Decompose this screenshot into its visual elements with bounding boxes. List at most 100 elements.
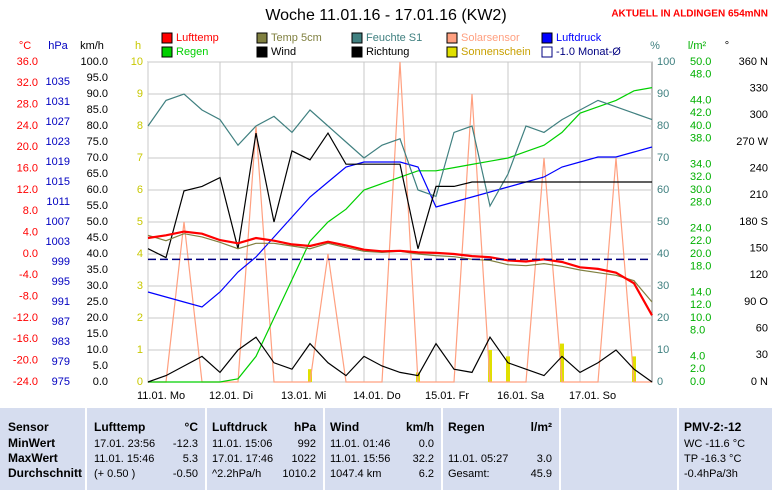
legend-label: Feuchte S1 — [366, 32, 422, 44]
y-tick-label: 8.0 — [23, 205, 38, 217]
x-tick-label: 15.01. Fr — [425, 390, 469, 402]
y-tick-label: 16.0 — [17, 163, 38, 175]
table-cell: Gesamt: — [448, 468, 490, 480]
table-cell: 0.0 — [419, 438, 434, 450]
legend-label: Solarsensor — [461, 32, 520, 44]
y-tick-label: 1015 — [46, 176, 70, 188]
y-tick-label: 90.0 — [87, 88, 108, 100]
table-cell: -12.3 — [173, 438, 198, 450]
y-tick-label: 5 — [137, 216, 143, 228]
legend-label: Regen — [176, 46, 208, 58]
table-cell: 17.01. 17:46 — [212, 453, 273, 465]
y-tick-label: 55.0 — [87, 200, 108, 212]
y-tick-label: 75.0 — [87, 136, 108, 148]
y-tick-label: 120 — [750, 269, 768, 281]
y-tick-label: 30.0 — [690, 184, 711, 196]
row-label: MaxWert — [8, 451, 58, 465]
y-tick-label: -12.0 — [13, 312, 38, 324]
sunshine-bar — [308, 369, 312, 382]
y-tick-label: 35.0 — [87, 264, 108, 276]
y-tick-label: 240 — [750, 163, 768, 175]
legend-label: Temp 5cm — [271, 32, 322, 44]
y-tick-label: 1031 — [46, 96, 70, 108]
table-background — [0, 408, 772, 490]
y-tick-label: 1 — [137, 344, 143, 356]
table-cell: 3.0 — [537, 453, 552, 465]
y-tick-label: 12.0 — [17, 184, 38, 196]
y-tick-label: -20.0 — [13, 355, 38, 367]
y-tick-label: 2.0 — [690, 363, 705, 375]
axis-unit: km/h — [80, 40, 104, 52]
legend-label: Luftdruck — [556, 32, 602, 44]
table-header: km/h — [406, 420, 434, 434]
table-cell: 5.3 — [183, 453, 198, 465]
y-tick-label: 270 W — [736, 136, 768, 148]
y-tick-label: 3 — [137, 280, 143, 292]
y-tick-label: 20 — [657, 312, 669, 324]
table-header: l/m² — [531, 420, 552, 434]
y-tick-label: 18.0 — [690, 261, 711, 273]
y-tick-label: 10.0 — [87, 344, 108, 356]
y-tick-label: 210 — [750, 189, 768, 201]
y-tick-label: 15.0 — [87, 328, 108, 340]
table-cell: 45.9 — [531, 468, 552, 480]
table-header: °C — [185, 420, 199, 434]
y-tick-label: 30 — [756, 349, 768, 361]
y-tick-label: 975 — [52, 376, 70, 388]
legend-swatch — [256, 46, 268, 58]
table-header: Luftdruck — [212, 420, 268, 434]
y-tick-label: 32.0 — [17, 77, 38, 89]
y-tick-label: 7 — [137, 152, 143, 164]
y-tick-label: 90 — [657, 88, 669, 100]
y-tick-label: 70 — [657, 152, 669, 164]
y-tick-label: 1035 — [46, 76, 70, 88]
x-tick-label: 13.01. Mi — [281, 390, 326, 402]
y-tick-label: 38.0 — [690, 133, 711, 145]
table-cell: 1047.4 km — [330, 468, 381, 480]
y-tick-label: 20.0 — [17, 141, 38, 153]
legend-swatch — [161, 46, 173, 58]
y-tick-label: 12.0 — [690, 299, 711, 311]
y-tick-label: 85.0 — [87, 104, 108, 116]
y-tick-label: 50.0 — [87, 216, 108, 228]
y-tick-label: 65.0 — [87, 168, 108, 180]
x-tick-label: 14.01. Do — [353, 390, 401, 402]
axis-unit: °C — [19, 40, 31, 52]
table-cell: (+ 0.50 ) — [94, 468, 135, 480]
y-tick-label: 8.0 — [690, 325, 705, 337]
row-label: Durchschnitt — [8, 466, 82, 480]
legend-label: -1.0 Monat-Ø — [556, 46, 621, 58]
y-tick-label: 60 — [756, 323, 768, 335]
table-cell: 11.01. 05:27 — [448, 453, 508, 465]
legend-swatch — [541, 32, 553, 44]
table-cell: 1010.2 — [282, 468, 316, 480]
row-label: MinWert — [8, 436, 55, 450]
legend-swatch — [446, 46, 458, 58]
y-tick-label: 10.0 — [690, 312, 711, 324]
y-tick-label: 30 — [657, 280, 669, 292]
y-tick-label: 1019 — [46, 156, 70, 168]
y-tick-label: 60 — [657, 184, 669, 196]
y-tick-label: 2 — [137, 312, 143, 324]
y-tick-label: 991 — [52, 296, 70, 308]
axis-unit: hPa — [48, 40, 68, 52]
table-header: Sensor — [8, 420, 49, 434]
y-tick-label: 80.0 — [87, 120, 108, 132]
sunshine-bar — [488, 350, 492, 382]
y-tick-label: 0 — [137, 376, 143, 388]
y-tick-label: 25.0 — [87, 296, 108, 308]
table-cell: 32.2 — [413, 453, 434, 465]
table-header: Wind — [330, 420, 359, 434]
y-tick-label: 44.0 — [690, 94, 711, 106]
y-tick-label: 32.0 — [690, 171, 711, 183]
y-tick-label: 40 — [657, 248, 669, 260]
y-tick-label: -8.0 — [19, 291, 38, 303]
y-tick-label: 10 — [131, 56, 143, 68]
y-tick-label: 60.0 — [87, 184, 108, 196]
series-line — [147, 336, 653, 383]
x-tick-label: 16.01. Sa — [497, 390, 545, 402]
table-cell: 6.2 — [419, 468, 434, 480]
y-tick-label: 1003 — [46, 236, 70, 248]
legend-label: Richtung — [366, 46, 409, 58]
y-tick-label: 180 S — [739, 216, 768, 228]
